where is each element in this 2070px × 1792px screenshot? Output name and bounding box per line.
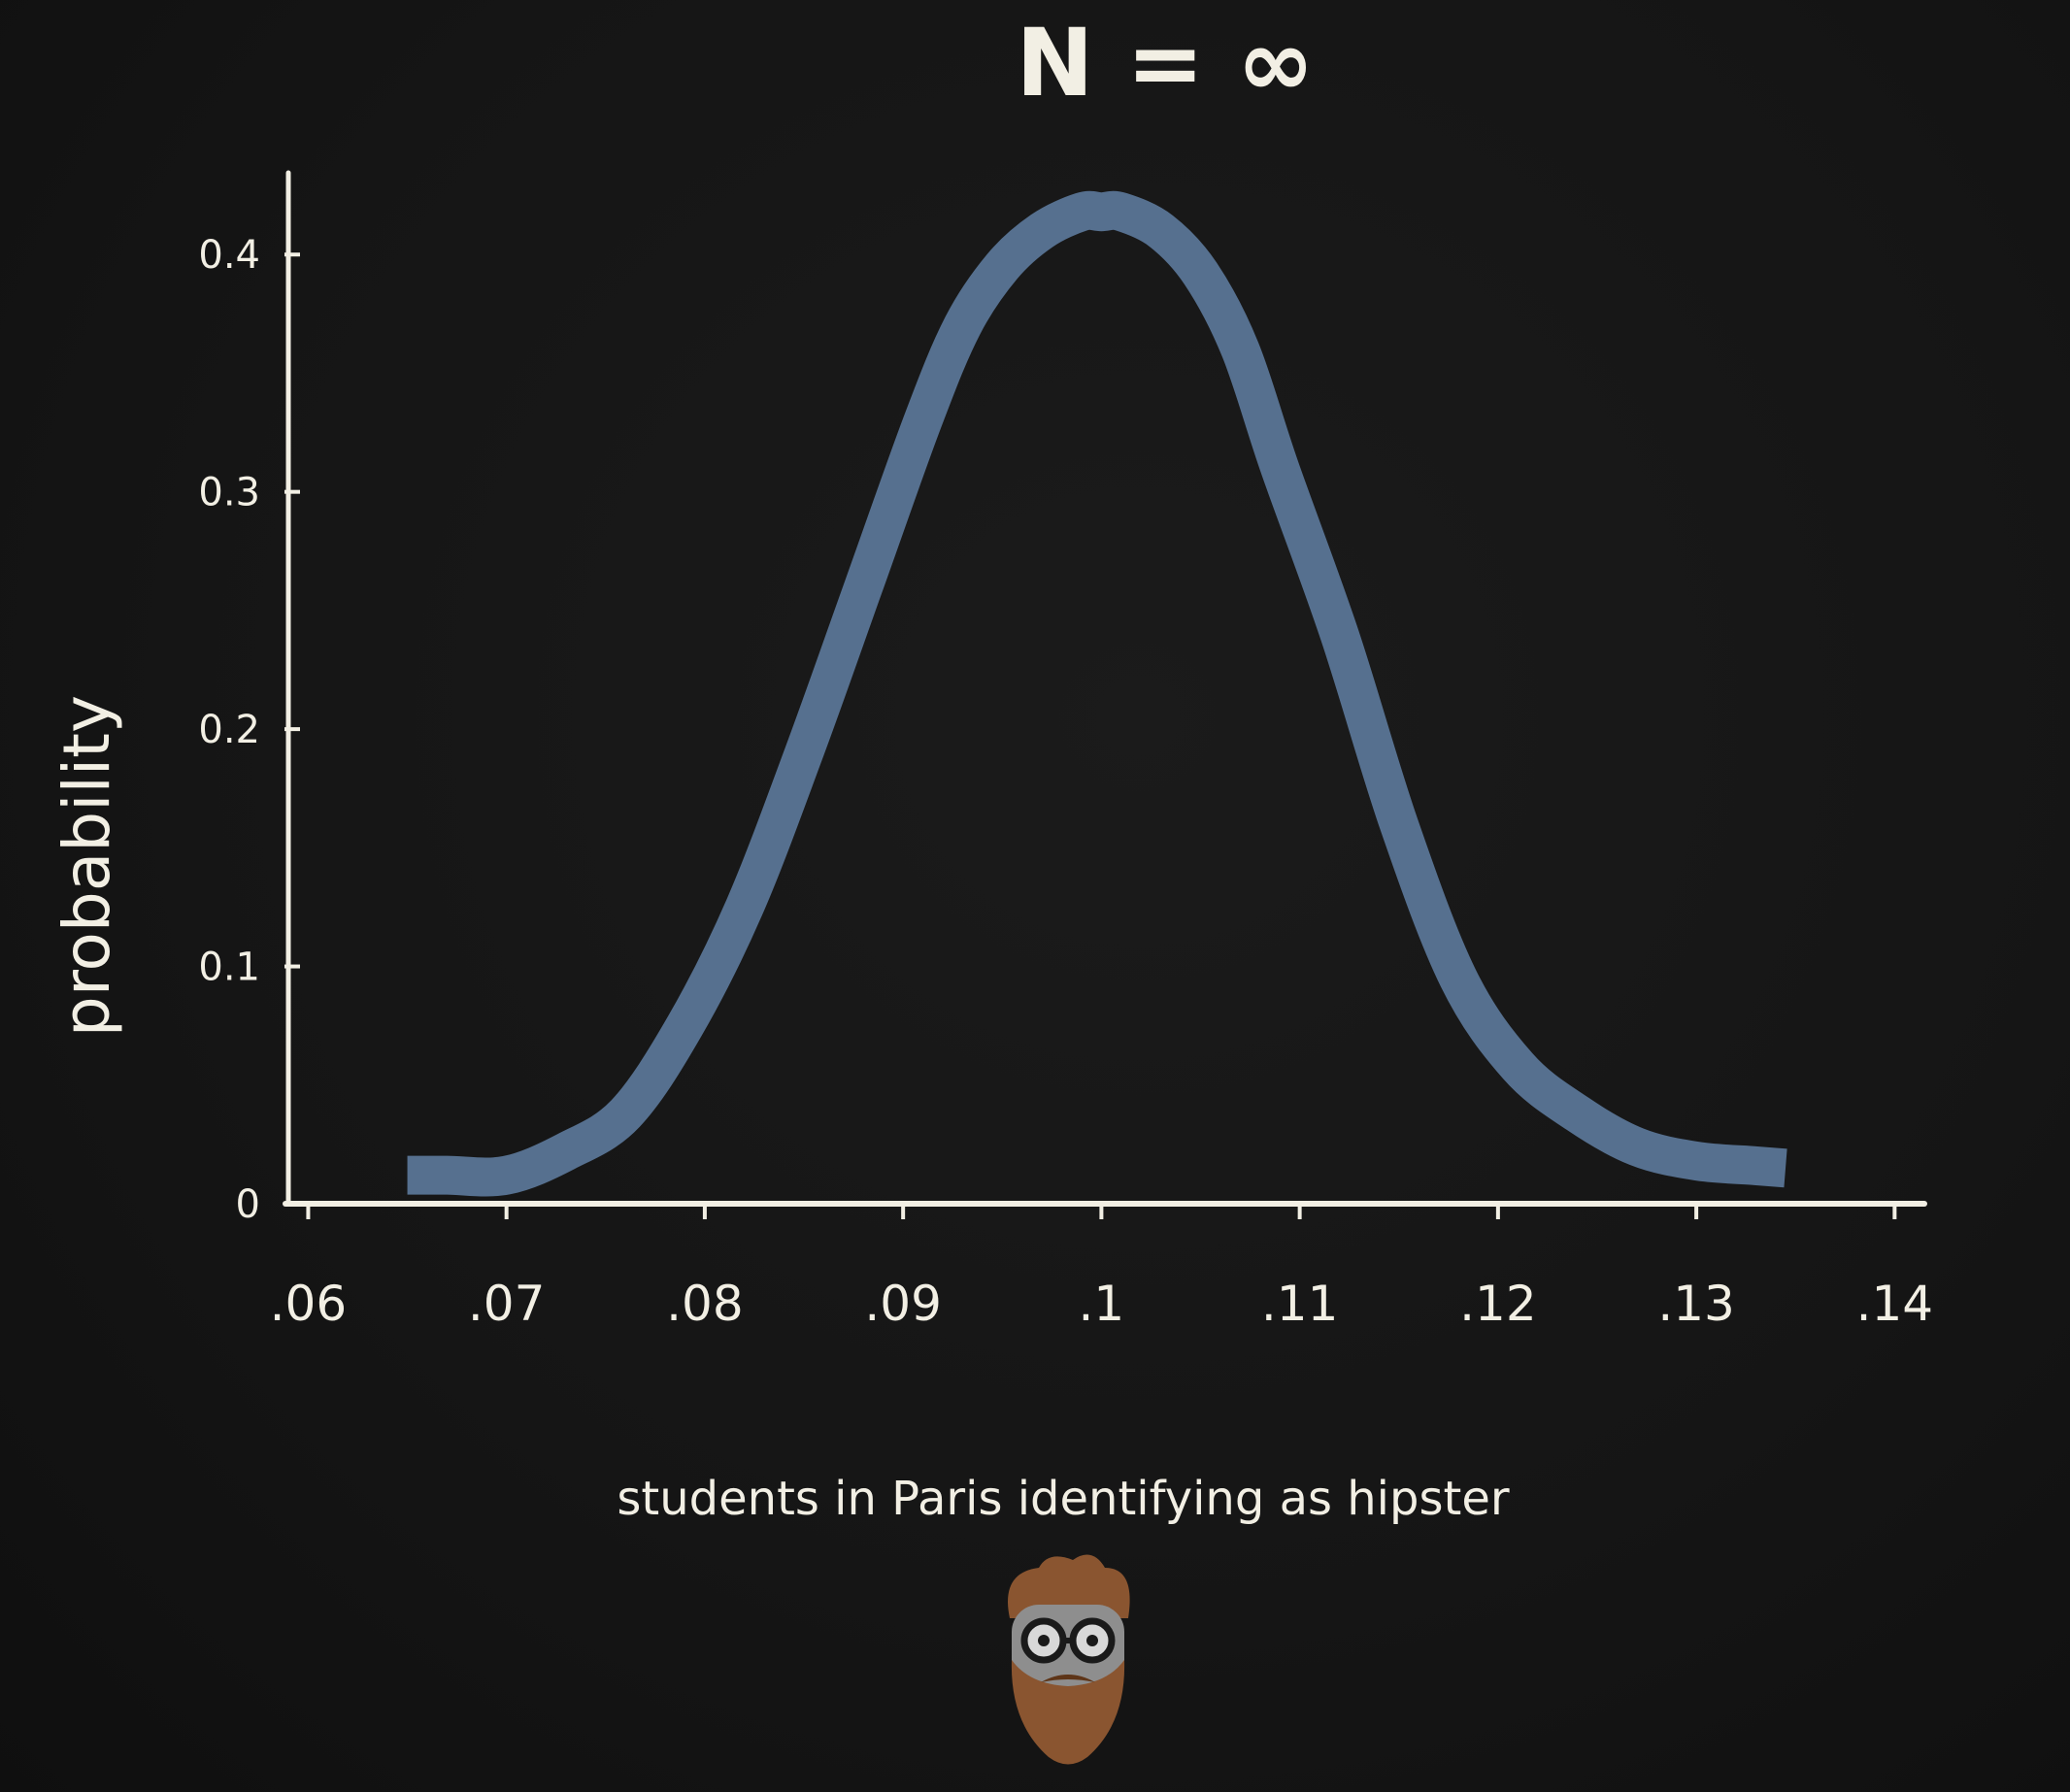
- mascot-eye-left: [1038, 1635, 1050, 1646]
- y-axis-label: probability: [50, 695, 124, 1037]
- y-axis-ticks: 0 0.1 0.2 0.3 0.4: [198, 233, 300, 1227]
- x-tick-label: .12: [1459, 1276, 1537, 1332]
- x-tick-label: .08: [666, 1276, 744, 1332]
- x-axis-label: students in Paris identifying as hipster: [617, 1472, 1509, 1526]
- y-tick-label: 0.4: [198, 233, 260, 278]
- x-tick-label: .09: [864, 1276, 942, 1332]
- x-tick-label: .11: [1261, 1276, 1339, 1332]
- x-tick-label: .1: [1079, 1276, 1125, 1332]
- mascot-eye-right: [1086, 1635, 1098, 1646]
- bearded-hipster-mascot-icon: [1008, 1554, 1130, 1765]
- x-axis-ticks: .06 .07 .08 .09 .1 .11 .12 .13 .14: [270, 1204, 1933, 1332]
- x-tick-label: .14: [1856, 1276, 1934, 1332]
- mascot-beard: [1011, 1660, 1125, 1765]
- mascot-mustache: [1041, 1675, 1095, 1682]
- x-tick-label: .13: [1657, 1276, 1735, 1332]
- x-tick-label: .07: [468, 1276, 546, 1332]
- y-tick-label: 0: [236, 1182, 260, 1227]
- y-tick-label: 0.2: [198, 708, 260, 752]
- series-line: [407, 190, 1787, 1197]
- y-tick-label: 0.1: [198, 946, 260, 990]
- series-layer: [407, 190, 1787, 1197]
- x-tick-label: .06: [270, 1276, 348, 1332]
- y-tick-label: 0.3: [198, 471, 260, 515]
- mascot-hair: [1008, 1554, 1130, 1618]
- chart-title: N = ∞: [1016, 9, 1315, 117]
